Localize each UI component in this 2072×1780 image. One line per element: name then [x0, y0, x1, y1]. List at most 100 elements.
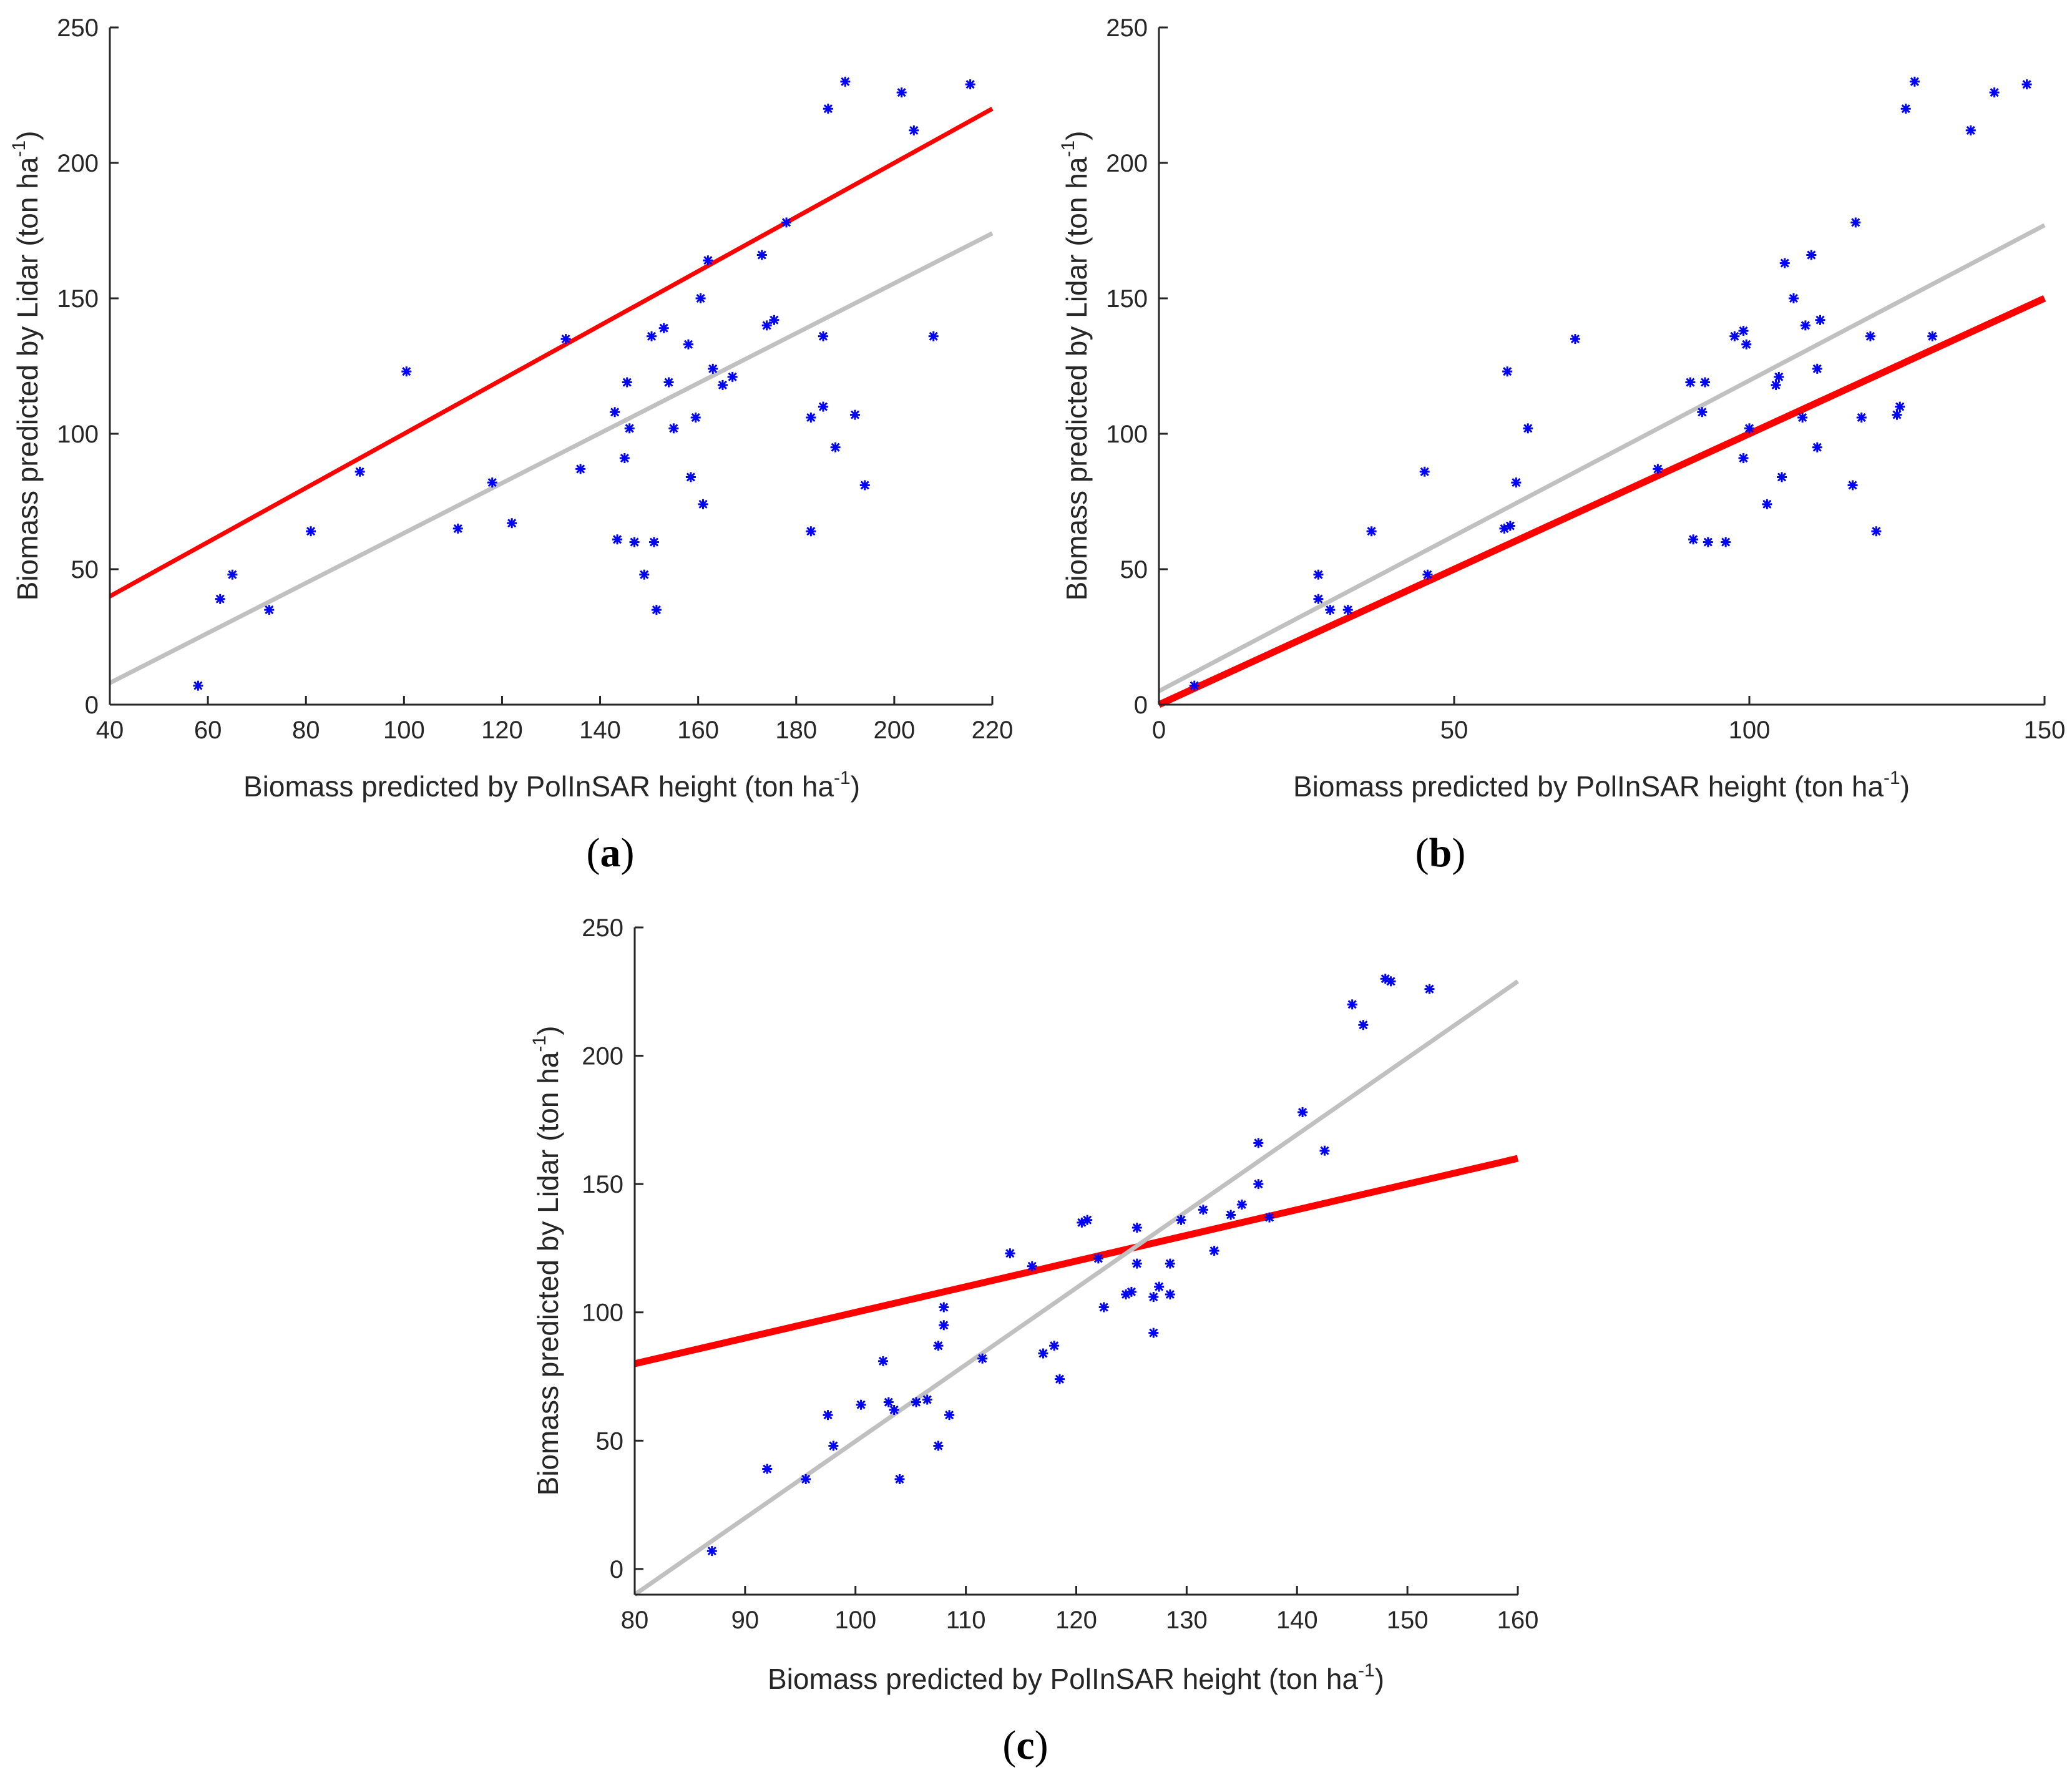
data-point: [1253, 1138, 1264, 1148]
data-point: [1570, 334, 1580, 345]
data-point: [933, 1341, 944, 1351]
data-point: [452, 523, 463, 534]
x-ticks-b: 0 50 100 150: [1152, 696, 2065, 744]
data-point: [1165, 1258, 1175, 1269]
data-point: [850, 409, 861, 420]
data-point: [703, 255, 713, 266]
data-point: [806, 412, 816, 423]
data-point: [1422, 569, 1433, 580]
panel-label-a: (a): [587, 830, 635, 876]
y-tick-label: 0: [85, 692, 99, 719]
y-tick-label: 150: [57, 285, 99, 313]
data-point: [818, 401, 828, 412]
data-point: [648, 537, 659, 547]
data-point: [401, 366, 412, 377]
data-point: [1800, 320, 1811, 331]
data-point: [1847, 480, 1858, 491]
data-point: [706, 1546, 717, 1557]
data-point: [1927, 331, 1938, 341]
data-point: [756, 250, 767, 260]
data-point: [939, 1302, 949, 1313]
y-tick-label: 150: [582, 1171, 623, 1198]
data-point: [575, 464, 586, 474]
x-axis-label-b: Biomass predicted by PolInSAR height (to…: [1293, 768, 1910, 803]
data-point: [1871, 526, 1882, 537]
y-axis-label-b: Biomass predicted by Lidar (ton ha-1): [1058, 131, 1093, 601]
data-point: [823, 104, 833, 114]
y-axis-label-c: Biomass predicted by Lidar (ton ha-1): [529, 1026, 564, 1496]
data-point: [2021, 79, 2032, 90]
y-tick-label: 200: [582, 1043, 623, 1070]
data-point: [909, 125, 919, 135]
data-point: [1797, 412, 1808, 423]
data-point: [1131, 1223, 1142, 1233]
data-point: [1741, 339, 1752, 350]
data-point: [651, 605, 662, 615]
data-point: [830, 442, 841, 452]
x-tick-label: 150: [1387, 1606, 1429, 1634]
x-ticks-a: 40 60 80 100 120 140 160 180 200 220: [96, 696, 1013, 744]
data-point: [823, 1410, 833, 1421]
data-point: [1812, 363, 1822, 374]
data-point: [1148, 1292, 1159, 1303]
y-axis-label-a: Biomass predicted by Lidar (ton ha-1): [9, 131, 44, 601]
data-point: [306, 526, 316, 537]
data-point: [1366, 526, 1377, 537]
data-point: [1653, 464, 1663, 474]
data-point: [1505, 521, 1515, 531]
data-point: [1347, 999, 1357, 1010]
data-point: [818, 331, 828, 341]
x-axis-label-a: Biomass predicted by PolInSAR height (to…: [243, 768, 860, 803]
x-tick-label: 50: [1440, 716, 1468, 744]
data-point: [1027, 1261, 1037, 1271]
x-tick-label: 60: [194, 716, 222, 744]
panel-label-c: (c): [1002, 1723, 1048, 1768]
data-point: [1762, 499, 1772, 509]
y-tick-label: 100: [57, 421, 99, 448]
red-line: [633, 1155, 1519, 1367]
x-tick-label: 140: [579, 716, 621, 744]
data-point: [769, 315, 779, 325]
data-point: [1297, 1107, 1308, 1118]
data-point: [928, 331, 939, 341]
data-point: [1093, 1253, 1103, 1264]
panel-b: 0 50 100 150 0 50 100 150 200 250 Biomass predic…: [1058, 14, 2065, 876]
x-tick-label: 200: [874, 716, 916, 744]
gray-line: [1158, 223, 2046, 693]
data-point: [1865, 331, 1875, 341]
data-point: [354, 466, 365, 477]
data-point: [1777, 472, 1787, 482]
y-tick-label: 250: [57, 14, 99, 42]
data-point: [1812, 442, 1822, 452]
gray-line: [633, 979, 1519, 1597]
data-point: [1098, 1302, 1109, 1313]
x-tick-label: 100: [834, 1606, 876, 1634]
data-point: [1729, 331, 1740, 341]
data-point: [560, 334, 571, 345]
x-tick-label: 80: [292, 716, 320, 744]
gray-line: [109, 231, 994, 685]
data-point: [1419, 466, 1430, 477]
data-point: [1909, 76, 1920, 87]
x-tick-label: 90: [731, 1606, 760, 1634]
data-point: [1209, 1246, 1219, 1256]
data-point: [1806, 250, 1817, 260]
y-tick-label: 200: [1106, 150, 1148, 177]
data-point: [889, 1404, 899, 1415]
x-tick-label: 160: [1497, 1606, 1539, 1634]
data-point: [1313, 569, 1324, 580]
data-point: [922, 1394, 932, 1405]
x-tick-label: 140: [1276, 1606, 1318, 1634]
data-point: [1148, 1328, 1159, 1338]
y-ticks-c: 0 50 100 150 200 250: [582, 914, 643, 1583]
data-point: [1700, 377, 1711, 388]
data-point: [896, 87, 907, 98]
y-ticks-b: 0 50 100 150 200 250: [1106, 14, 1168, 719]
data-point: [619, 453, 630, 464]
x-tick-label: 120: [481, 716, 523, 744]
data-point: [944, 1410, 955, 1421]
data-point: [1502, 366, 1513, 377]
data-point: [761, 320, 772, 331]
plot-c-marks: [633, 974, 1519, 1597]
x-ticks-c: 80 90 100 110 120 130 140 150 160: [621, 1586, 1539, 1634]
